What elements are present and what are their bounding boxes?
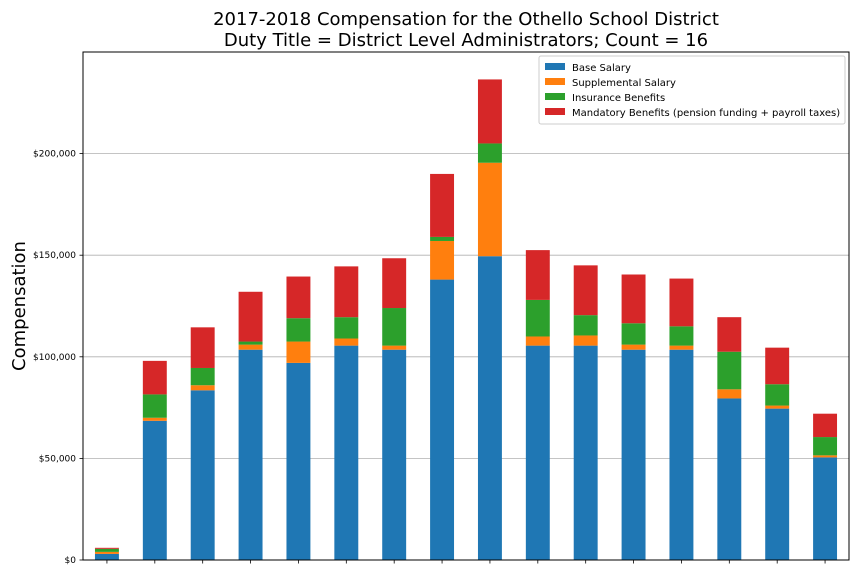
bar-segment [382,308,407,346]
bars [94,79,838,560]
bar-segment [813,437,838,456]
bar-segment [142,360,167,395]
bar-segment [94,547,119,549]
bar-segment [286,362,311,560]
legend-swatch [545,108,565,115]
bar-segment [477,256,502,560]
bar-segment [717,351,742,390]
bar-segment [238,291,263,342]
bar-segment [286,341,311,363]
legend-label: Supplemental Salary [572,78,676,89]
bar-segment [813,457,838,560]
legend-label: Mandatory Benefits (pension funding + pa… [572,108,840,119]
chart-subtitle: Duty Title = District Level Administrato… [224,30,708,51]
bar-segment [621,349,646,560]
y-axis-label: Compensation [9,241,30,371]
bar-segment [334,317,359,339]
bar-segment [525,299,550,337]
bar-segment [190,327,215,368]
bar-segment [94,553,119,560]
bar-segment [765,347,790,385]
legend-swatch [545,78,565,85]
bar-segment [430,236,455,241]
y-tick-label: $0 [65,556,77,566]
bar-segment [190,385,215,391]
legend-label: Insurance Benefits [572,93,665,104]
legend-swatch [545,63,565,70]
bar-segment [334,266,359,318]
y-axis-ticks: $0 $50,000 $100,000 $150,000 $200,000 [33,150,83,566]
bar-segment [717,389,742,399]
bar-segment [765,384,790,406]
bar-segment [525,250,550,300]
bar-segment [94,548,119,552]
bar-segment [621,274,646,324]
bar-segment [238,349,263,560]
legend: Base Salary Supplemental Salary Insurance … [538,55,846,125]
y-tick-label: $200,000 [33,150,76,160]
bar-segment [430,240,455,280]
y-tick-label: $100,000 [33,353,76,363]
bar-segment [477,143,502,163]
bar-segment [286,318,311,342]
bar-segment [669,345,694,350]
bar-segment [334,345,359,560]
bar-segment [142,417,167,421]
bar-segment [477,79,502,144]
bar-segment [525,336,550,346]
bar-segment [477,162,502,257]
bar-segment [573,345,598,560]
bar-segment [813,413,838,438]
chart-title: 2017-2018 Compensation for the Othello S… [213,9,719,30]
bar-segment [382,345,407,350]
bar-segment [382,349,407,560]
bar-segment [190,367,215,386]
bar-segment [286,276,311,319]
y-tick-label: $150,000 [33,251,76,261]
bar-segment [717,398,742,560]
y-tick-label: $50,000 [39,454,76,464]
legend-swatch [545,93,565,100]
bar-segment [238,344,263,350]
bar-segment [334,338,359,346]
bar-segment [717,317,742,352]
bar-segment [525,345,550,560]
bar-segment [813,455,838,458]
legend-label: Base Salary [572,63,631,74]
bar-segment [669,326,694,346]
bar-segment [765,405,790,409]
bar-segment [142,420,167,560]
bar-segment [573,335,598,346]
bar-segment [669,349,694,560]
bar-segment [621,344,646,350]
x-axis-ticks [106,560,826,564]
legend-box [538,55,846,125]
bar-segment [621,323,646,345]
bar-segment [573,265,598,316]
bar-segment [430,279,455,560]
bar-segment [382,258,407,309]
bar-segment [765,408,790,560]
bar-segment [669,278,694,327]
bar-segment [573,315,598,336]
bar-segment [190,390,215,560]
plot-frame [82,51,850,561]
bar-segment [430,173,455,237]
bar-segment [142,394,167,418]
bar-segment [94,551,119,554]
bar-segment [238,341,263,345]
